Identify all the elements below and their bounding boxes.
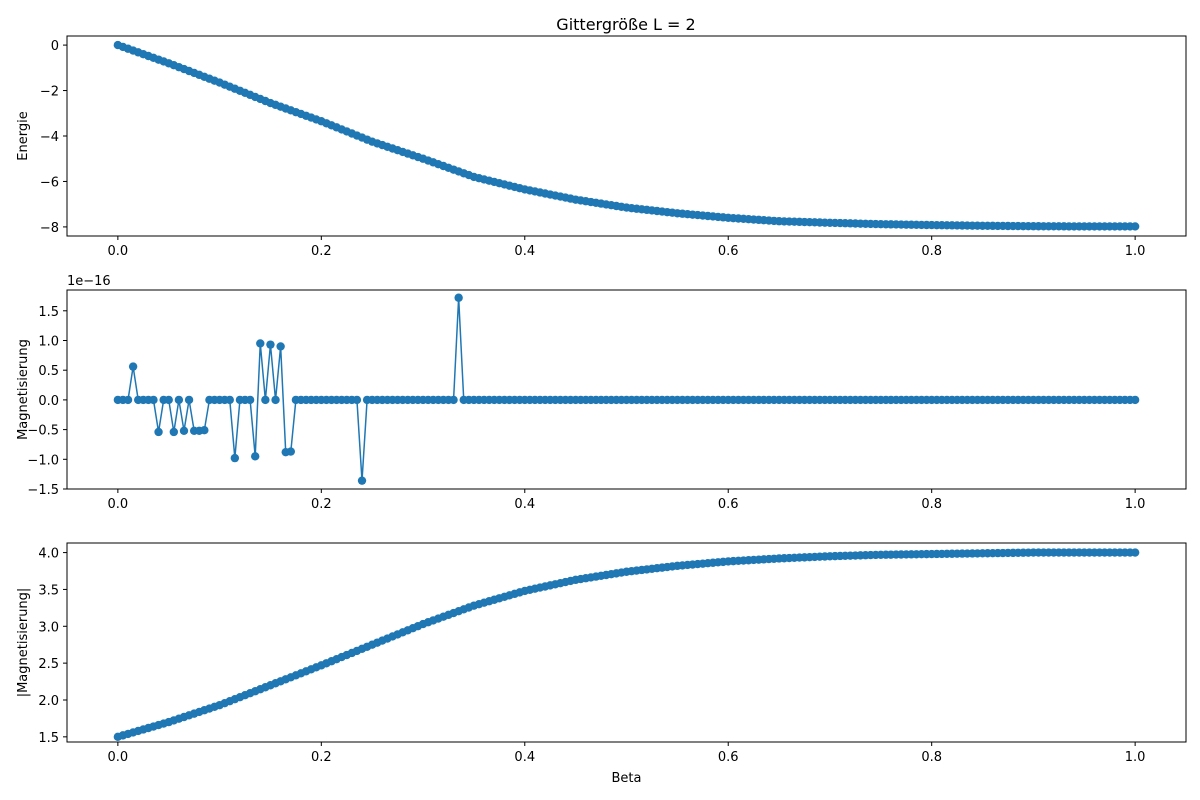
abs-magnetization-x-axis-label: Beta [612,771,642,786]
abs-magnetization-x-tick-label: 0.8 [921,750,942,765]
magnetization-x-tick-label: 0.0 [108,497,129,512]
magnetization-data-point [149,395,158,405]
magnetization-data-point [230,453,240,463]
magnetization-axes-frame [66,289,1187,490]
abs-magnetization-axes-frame [66,542,1187,743]
magnetization-y-tick-label: 1.5 [38,305,59,320]
magnetization-data-point [357,476,367,485]
magnetization-data-point [169,427,179,437]
energy-y-tick-label: 0 [51,39,59,54]
abs-magnetization-subplot: 0.0 0.2 0.4 0.6 0.8 1.0 1.5 2.0 2.5 3.0 3.5 4.0 |Mag… [16,542,1187,786]
magnetization-data-point [261,395,270,405]
abs-magnetization-y-tick-label: 1.5 [38,731,59,746]
magnetization-x-tick-label: 0.8 [921,497,942,512]
magnetization-data-point [174,395,184,405]
energy-subplot: 0.0 0.2 0.4 0.6 0.8 1.0 0 −2 −4 −6 −8 Energie [16,35,1187,259]
abs-magnetization-x-tick-label: 0.2 [311,750,332,765]
magnetization-data-point [123,395,133,405]
magnetization-data-point [154,427,163,437]
magnetization-data-point [352,395,362,405]
magnetization-data-point [251,452,260,461]
magnetization-data-point [276,342,285,351]
magnetization-data-point [1130,395,1140,405]
energy-x-tick-label: 0.8 [921,244,942,259]
abs-magnetization-y-tick-label: 2.5 [38,657,59,672]
magnetization-subplot: 0.0 0.2 0.4 0.6 0.8 1.0 1.5 1.0 0.5 0.0 −0.5 −1.0 −1… [16,274,1187,512]
energy-data-point [1130,222,1140,231]
magnetization-data-point [266,340,275,349]
energy-y-axis-label: Energie [16,111,31,160]
energy-x-tick-label: 0.6 [718,244,739,259]
magnetization-data-point [271,395,280,405]
abs-magnetization-data-point [1130,548,1140,557]
magnetization-y-tick-label: 0.5 [38,364,59,379]
magnetization-y-axis-label: Magnetisierung [16,339,31,440]
magnetization-y-tick-label: 0.0 [38,394,59,409]
abs-magnetization-y-axis-label: |Magnetisierung| [16,588,31,698]
energy-y-tick-label: −8 [40,221,59,236]
abs-magnetization-x-tick-label: 0.6 [718,750,739,765]
abs-magnetization-y-tick-label: 4.0 [38,547,59,562]
energy-y-tick-label: −6 [40,175,59,190]
magnetization-data-point [164,395,173,405]
magnetization-x-tick-label: 0.6 [718,497,739,512]
magnetization-y-tick-label: −1.5 [27,483,59,498]
energy-x-tick-label: 0.2 [311,244,332,259]
magnetization-offset-text: 1e−16 [67,274,111,289]
energy-y-tick-label: −2 [40,85,59,100]
magnetization-y-tick-label: 1.0 [38,334,59,349]
magnetization-data-point [454,293,463,302]
energy-x-tick-label: 0.0 [108,244,129,259]
magnetization-data-point [286,447,295,456]
magnetization-x-tick-label: 0.2 [311,497,332,512]
abs-magnetization-y-tick-label: 3.0 [38,620,59,635]
figure-title: Gittergröße L = 2 [556,15,695,34]
magnetization-data-point [449,395,458,405]
abs-magnetization-y-tick-label: 3.5 [38,583,59,598]
energy-y-tick-label: −4 [40,130,59,145]
abs-magnetization-x-tick-label: 0.0 [108,750,129,765]
magnetization-y-tick-label: −0.5 [27,424,59,439]
magnetization-data-point [225,395,234,405]
abs-magnetization-x-tick-label: 1.0 [1125,750,1146,765]
magnetization-data-point [245,395,255,405]
magnetization-data-point [184,395,194,405]
magnetization-data-point [179,426,189,435]
magnetization-data-point [128,362,138,371]
magnetization-x-tick-label: 0.4 [514,497,535,512]
abs-magnetization-x-tick-label: 0.4 [514,750,535,765]
magnetization-data-point [256,339,265,348]
energy-x-tick-label: 1.0 [1125,244,1146,259]
magnetization-x-tick-label: 1.0 [1125,497,1146,512]
abs-magnetization-y-tick-label: 2.0 [38,694,59,709]
magnetization-data-point [200,425,209,435]
energy-x-tick-label: 0.4 [514,244,535,259]
magnetization-y-tick-label: −1.0 [27,453,59,468]
